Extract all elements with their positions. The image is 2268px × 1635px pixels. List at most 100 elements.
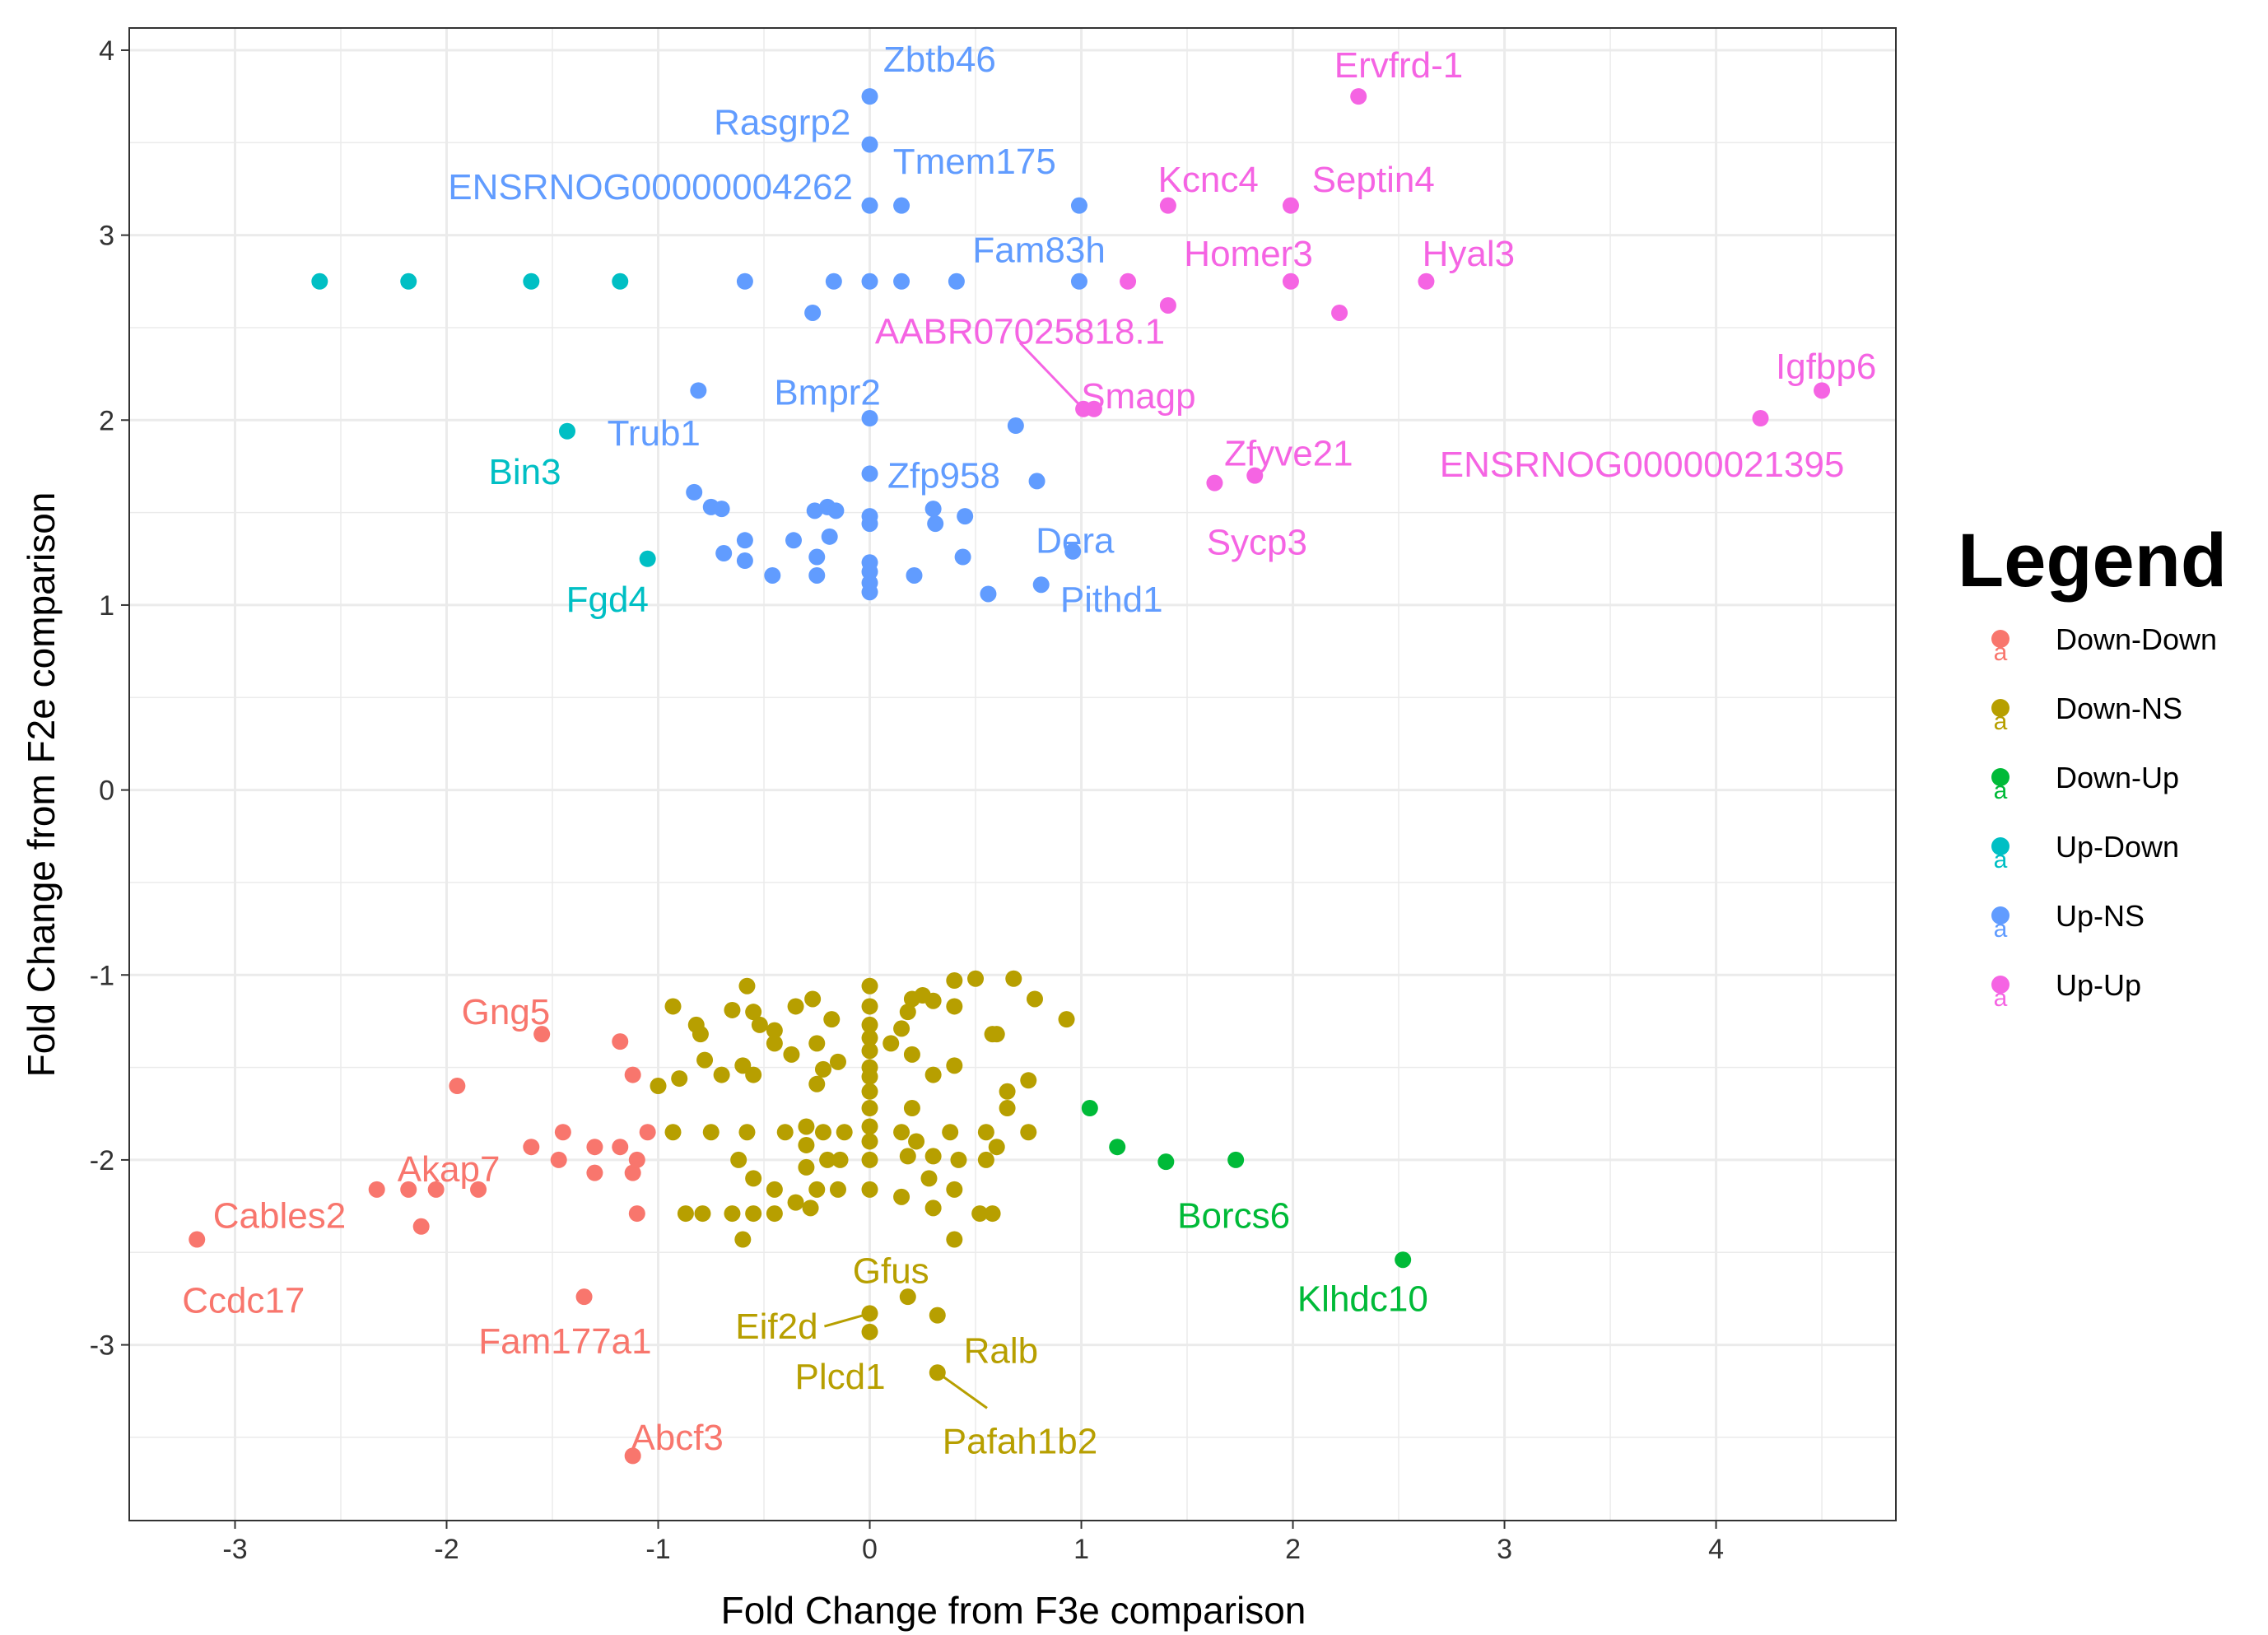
point-down-ns xyxy=(702,1124,720,1141)
point-up-ns xyxy=(764,566,781,584)
legend-label: Down-NS xyxy=(2056,692,2182,725)
point-up-down xyxy=(639,550,656,567)
point-down-ns xyxy=(946,1181,963,1198)
point-up-ns xyxy=(1032,576,1050,594)
point-down-ns xyxy=(738,1124,756,1141)
gene-label: Hyal3 xyxy=(1423,234,1516,274)
point-down-ns xyxy=(967,970,985,987)
label-leader-line xyxy=(1018,342,1085,410)
point-down-up xyxy=(1109,1139,1126,1156)
point-down-ns xyxy=(920,1170,938,1187)
point-down-ns xyxy=(946,971,963,989)
point-down-ns xyxy=(1020,1072,1037,1089)
label-leader-line xyxy=(936,1372,988,1409)
gene-label: Dera xyxy=(1036,520,1115,561)
point-down-ns xyxy=(924,1199,942,1217)
point-up-up xyxy=(1120,272,1137,290)
point-up-down xyxy=(559,422,576,440)
gene-label: Eif2d xyxy=(735,1307,817,1347)
point-down-up xyxy=(1081,1100,1098,1117)
point-up-up xyxy=(1814,382,1831,399)
point-up-ns xyxy=(861,410,878,427)
point-down-ns xyxy=(946,1057,963,1074)
gene-label: Igfbp6 xyxy=(1776,347,1876,387)
plot-panel-border xyxy=(128,27,1897,1521)
point-down-ns xyxy=(929,1307,946,1324)
point-down-ns xyxy=(977,1151,994,1168)
point-up-ns xyxy=(861,136,878,153)
point-down-down xyxy=(624,1164,641,1181)
point-down-ns xyxy=(829,1181,846,1198)
point-up-ns xyxy=(893,197,910,214)
point-down-ns xyxy=(738,977,756,995)
point-up-down xyxy=(612,272,629,290)
point-down-ns xyxy=(861,1042,878,1060)
point-down-ns xyxy=(814,1124,831,1141)
point-down-down xyxy=(612,1139,629,1156)
point-down-down xyxy=(449,1078,466,1095)
point-up-ns xyxy=(808,548,826,566)
point-down-down xyxy=(412,1218,430,1235)
point-down-ns xyxy=(677,1205,694,1223)
gene-label: Rasgrp2 xyxy=(714,103,850,143)
point-down-ns xyxy=(861,1083,878,1100)
point-up-ns xyxy=(957,508,974,525)
gene-label: Zfp958 xyxy=(887,456,1000,496)
point-down-down xyxy=(586,1139,603,1156)
point-down-down xyxy=(624,1066,641,1083)
point-down-ns xyxy=(823,1011,841,1028)
point-down-ns xyxy=(734,1231,752,1248)
point-up-ns xyxy=(1070,197,1087,214)
y-tick-label: 4 xyxy=(99,35,114,67)
point-down-ns xyxy=(893,1124,910,1141)
legend-label: Down-Up xyxy=(2056,761,2179,794)
point-down-down xyxy=(470,1181,487,1198)
point-up-ns xyxy=(1070,272,1087,290)
point-down-ns xyxy=(696,1051,714,1069)
gene-label: Fgd4 xyxy=(566,580,649,620)
point-down-ns xyxy=(831,1151,849,1168)
point-down-down xyxy=(612,1033,629,1050)
point-down-up xyxy=(1157,1153,1175,1171)
point-down-ns xyxy=(899,1004,916,1021)
point-down-ns xyxy=(766,1181,783,1198)
point-down-ns xyxy=(766,1035,783,1052)
gene-label: Akap7 xyxy=(398,1149,501,1190)
legend-key-glyph: a xyxy=(1994,639,2008,666)
point-down-ns xyxy=(861,977,878,995)
point-down-ns xyxy=(861,1151,878,1168)
point-down-ns xyxy=(893,1020,910,1037)
point-up-up xyxy=(1085,400,1102,417)
point-down-ns xyxy=(1020,1124,1037,1141)
label-leader-line xyxy=(824,1311,870,1328)
point-up-up xyxy=(1282,272,1299,290)
point-down-ns xyxy=(751,1016,768,1033)
point-up-ns xyxy=(893,272,910,290)
point-down-ns xyxy=(899,1148,916,1165)
point-down-ns xyxy=(798,1136,815,1153)
gene-label: Gng5 xyxy=(462,992,551,1032)
point-down-ns xyxy=(829,1053,846,1070)
point-down-down xyxy=(368,1181,385,1198)
gene-label: Ervfrd-1 xyxy=(1334,45,1463,86)
point-down-ns xyxy=(861,1181,878,1198)
y-tick-label: -2 xyxy=(90,1145,114,1176)
point-down-down xyxy=(639,1124,656,1141)
point-down-ns xyxy=(650,1078,667,1095)
point-up-ns xyxy=(1028,473,1046,490)
point-down-down xyxy=(586,1164,603,1181)
gene-label: Ccdc17 xyxy=(182,1281,305,1321)
point-up-ns xyxy=(736,552,753,570)
point-down-ns xyxy=(692,1026,709,1043)
gene-label: Plcd1 xyxy=(795,1357,886,1397)
gene-label: Kcnc4 xyxy=(1158,160,1259,200)
x-tick-label: -2 xyxy=(434,1534,459,1565)
point-down-ns xyxy=(984,1205,1001,1223)
legend-key-point xyxy=(1991,699,2010,717)
y-tick-label: 0 xyxy=(99,776,114,807)
legend-keys: a Down-Down a Down-NS a Down-Up a Up-Down a Up-NS… xyxy=(1991,622,2217,1012)
point-down-ns xyxy=(745,1066,762,1083)
point-down-ns xyxy=(893,1188,910,1205)
point-down-ns xyxy=(730,1151,747,1168)
